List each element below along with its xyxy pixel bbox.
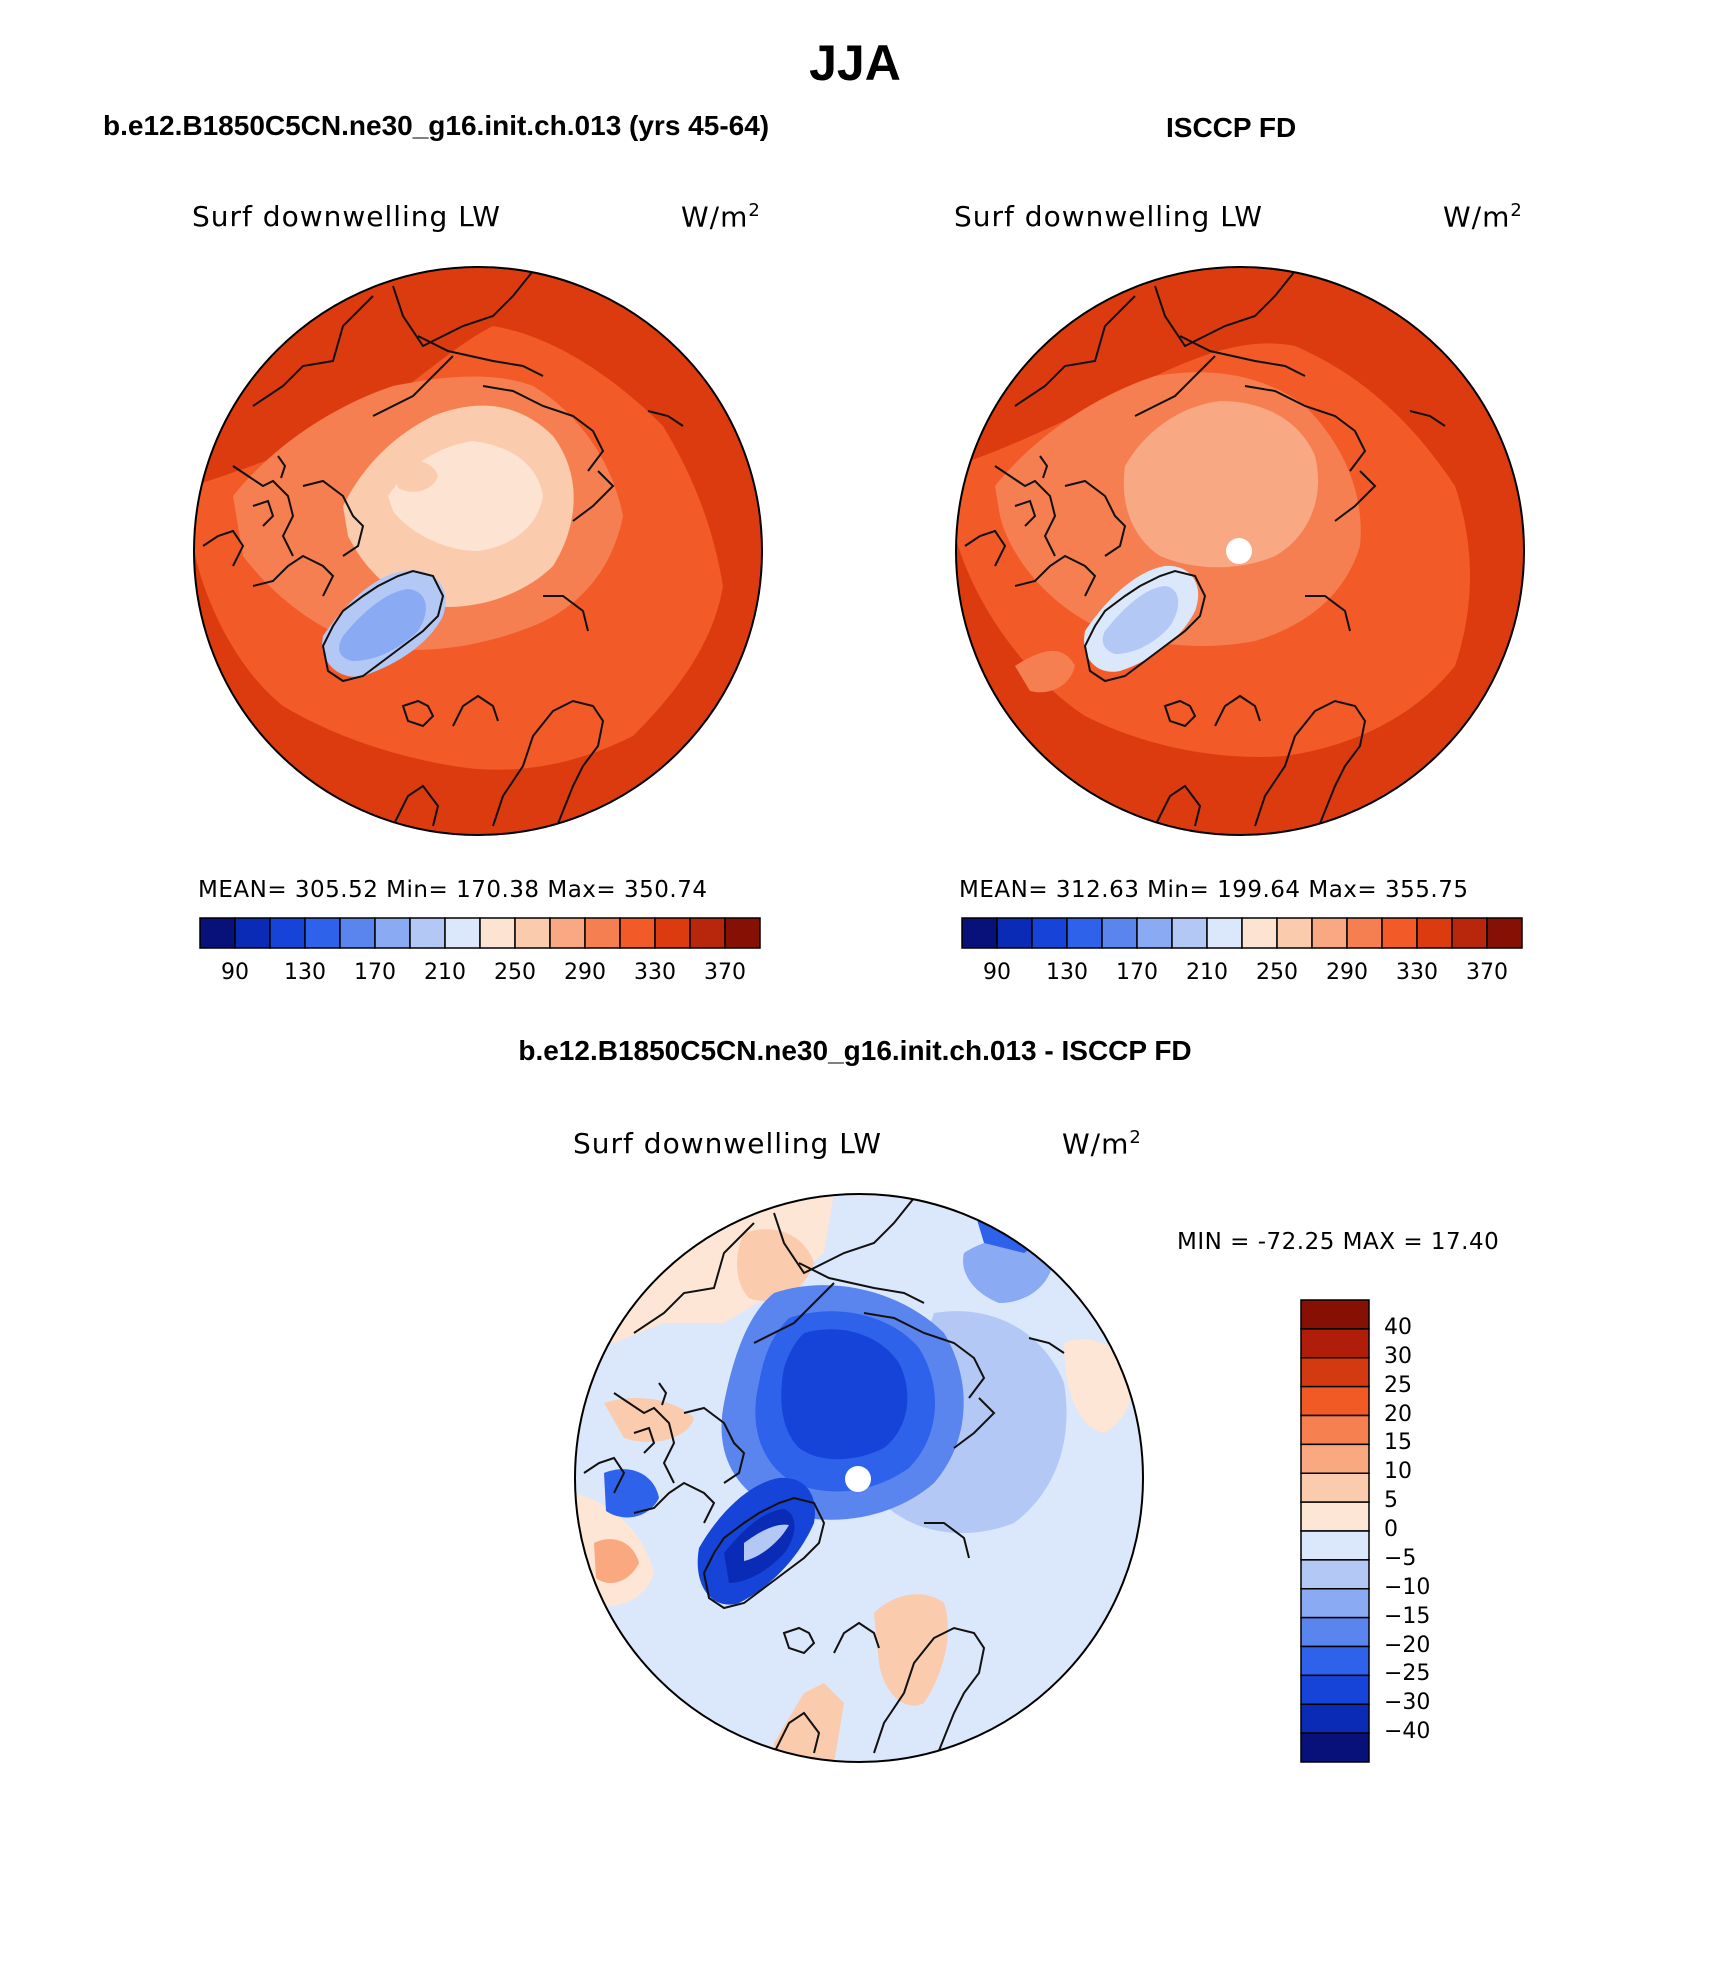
colorbar-tick-label: −20	[1384, 1632, 1431, 1658]
page-title: JJA	[809, 35, 901, 91]
colorbar-obs	[961, 917, 1523, 949]
colorbar-swatch	[689, 917, 726, 949]
colorbar-model	[199, 917, 761, 949]
colorbar-tick-label: −40	[1384, 1719, 1431, 1745]
colorbar-swatch	[996, 917, 1033, 949]
colorbar-swatch	[479, 917, 516, 949]
panel-title-diff: b.e12.B1850C5CN.ne30_g16.init.ch.013 - I…	[518, 1035, 1192, 1066]
colorbar-tick-label: 0	[1384, 1517, 1398, 1542]
colorbar-swatch	[1300, 1443, 1370, 1474]
colorbar-tick-label: 30	[1384, 1343, 1412, 1369]
units-label-obs: W/m2	[1443, 200, 1523, 234]
colorbar-swatch	[1486, 917, 1523, 949]
colorbar-tick-label: 10	[1384, 1459, 1412, 1485]
colorbar-tick-label: 90	[221, 960, 249, 985]
stats-obs: MEAN= 312.63 Min= 199.64 Max= 355.75	[959, 877, 1469, 903]
polar-map-model	[193, 266, 763, 836]
colorbar-swatch	[1136, 917, 1173, 949]
colorbar-swatch	[1066, 917, 1103, 949]
colorbar-tick-label: 250	[1256, 960, 1298, 985]
colorbar-swatch	[1300, 1559, 1370, 1590]
colorbar-tick-label: −5	[1384, 1545, 1417, 1571]
colorbar-swatch	[1101, 917, 1138, 949]
variable-label-model: Surf downwelling LW	[192, 200, 501, 233]
colorbar-swatch	[584, 917, 621, 949]
colorbar-tick-label: 290	[564, 960, 606, 985]
colorbar-tick-label: 130	[1046, 960, 1088, 985]
units-label-model: W/m2	[681, 200, 761, 234]
colorbar-swatch	[1451, 917, 1488, 949]
colorbar-tick-label: 170	[354, 960, 396, 985]
colorbar-swatch	[1346, 917, 1383, 949]
polar-map-diff	[574, 1193, 1144, 1763]
panel-title-obs: ISCCP FD	[1166, 112, 1297, 143]
colorbar-swatch	[1300, 1328, 1370, 1359]
colorbar-swatch	[409, 917, 446, 949]
colorbar-swatch	[374, 917, 411, 949]
colorbar-swatch	[444, 917, 481, 949]
colorbar-swatch	[724, 917, 761, 949]
colorbar-swatch	[1300, 1299, 1370, 1330]
colorbar-swatch	[1241, 917, 1278, 949]
colorbar-tick-label: 25	[1384, 1372, 1412, 1398]
colorbar-swatch	[1416, 917, 1453, 949]
colorbar-diff	[1300, 1299, 1370, 1763]
variable-label-obs: Surf downwelling LW	[954, 200, 1263, 233]
colorbar-tick-label: 90	[983, 960, 1011, 985]
colorbar-swatch	[1206, 917, 1243, 949]
colorbar-tick-label: 130	[284, 960, 326, 985]
colorbar-tick-label: 170	[1116, 960, 1158, 985]
colorbar-tick-label: −15	[1384, 1603, 1431, 1629]
colorbar-tick-label: 210	[424, 960, 466, 985]
colorbar-tick-label: 250	[494, 960, 536, 985]
colorbar-swatch	[1300, 1385, 1370, 1417]
colorbar-tick-label: 370	[1466, 960, 1508, 985]
colorbar-tick-label: 15	[1384, 1430, 1412, 1456]
colorbar-swatch	[1300, 1530, 1370, 1561]
colorbar-swatch	[1300, 1357, 1370, 1388]
colorbar-tick-label: 330	[634, 960, 676, 985]
colorbar-swatch	[1300, 1674, 1370, 1705]
colorbar-swatch	[1300, 1732, 1370, 1763]
colorbar-tick-label: −10	[1384, 1574, 1431, 1600]
colorbar-tick-label: 210	[1186, 960, 1228, 985]
units-label-diff: W/m2	[1062, 1127, 1142, 1161]
colorbar-swatch	[1300, 1414, 1370, 1446]
colorbar-swatch	[234, 917, 271, 949]
colorbar-swatch	[619, 917, 656, 949]
colorbar-swatch	[1300, 1645, 1370, 1677]
colorbar-swatch	[304, 917, 341, 949]
colorbar-swatch	[1171, 917, 1208, 949]
colorbar-tick-label: 40	[1384, 1314, 1412, 1340]
colorbar-tick-label: −30	[1384, 1690, 1431, 1716]
variable-label-diff: Surf downwelling LW	[573, 1127, 882, 1160]
colorbar-tick-label: 330	[1396, 960, 1438, 985]
colorbar-swatch	[1311, 917, 1348, 949]
colorbar-swatch	[514, 917, 551, 949]
colorbar-tick-label: 20	[1384, 1401, 1412, 1427]
colorbar-swatch	[339, 917, 376, 949]
colorbar-tick-label: 370	[704, 960, 746, 985]
colorbar-swatch	[961, 917, 998, 949]
colorbar-swatch	[1300, 1703, 1370, 1734]
polar-map-obs	[955, 266, 1525, 836]
colorbar-swatch	[1300, 1472, 1370, 1503]
colorbar-swatch	[1031, 917, 1068, 949]
colorbar-swatch	[549, 917, 586, 949]
colorbar-tick-label: −25	[1384, 1661, 1431, 1687]
colorbar-swatch	[1300, 1588, 1370, 1619]
stats-model: MEAN= 305.52 Min= 170.38 Max= 350.74	[198, 877, 708, 903]
colorbar-swatch	[1300, 1501, 1370, 1532]
stats-diff: MIN = -72.25 MAX = 17.40	[1177, 1229, 1500, 1255]
colorbar-swatch	[1276, 917, 1313, 949]
colorbar-swatch	[269, 917, 306, 949]
colorbar-swatch	[199, 917, 236, 949]
colorbar-tick-label: 5	[1384, 1488, 1398, 1514]
colorbar-tick-label: 290	[1326, 960, 1368, 985]
colorbar-swatch	[1381, 917, 1418, 949]
panel-title-model: b.e12.B1850C5CN.ne30_g16.init.ch.013 (yr…	[103, 110, 770, 141]
colorbar-swatch	[1300, 1616, 1370, 1648]
colorbar-swatch	[654, 917, 691, 949]
